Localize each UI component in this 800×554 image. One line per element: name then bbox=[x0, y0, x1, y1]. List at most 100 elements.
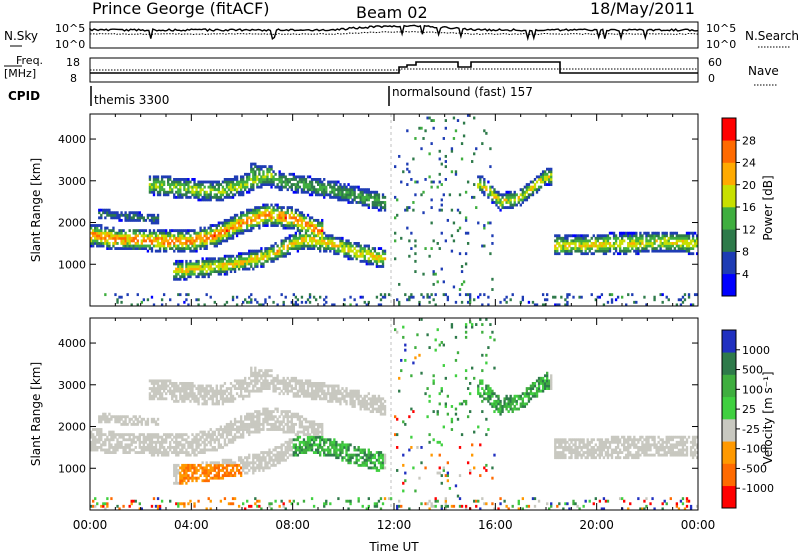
range-cell bbox=[227, 234, 231, 238]
range-cell bbox=[205, 257, 208, 261]
range-cell bbox=[333, 190, 336, 194]
range-cell bbox=[262, 469, 265, 472]
range-cell bbox=[118, 446, 121, 449]
range-cell bbox=[242, 466, 245, 470]
range-cell bbox=[572, 242, 575, 245]
range-cell bbox=[499, 203, 502, 207]
range-cell bbox=[215, 239, 218, 243]
range-cell bbox=[179, 293, 182, 297]
range-cell bbox=[150, 504, 154, 508]
range-cell bbox=[347, 257, 350, 261]
range-cell bbox=[156, 216, 160, 220]
range-cell bbox=[349, 188, 352, 192]
range-cell bbox=[158, 183, 162, 186]
range-cell bbox=[272, 379, 275, 383]
range-cell bbox=[689, 303, 693, 307]
range-cell bbox=[653, 236, 656, 240]
range-cell bbox=[203, 234, 206, 238]
range-cell bbox=[140, 422, 143, 426]
range-cell bbox=[108, 417, 111, 421]
range-cell bbox=[588, 239, 591, 243]
range-cell bbox=[319, 249, 322, 253]
range-cell bbox=[242, 461, 245, 465]
range-cell bbox=[286, 428, 289, 431]
range-cell bbox=[126, 242, 129, 245]
range-cell bbox=[310, 229, 314, 233]
range-cell bbox=[341, 239, 344, 243]
range-cell bbox=[258, 259, 261, 263]
range-cell bbox=[108, 430, 111, 434]
range-cell bbox=[343, 188, 346, 192]
range-cell bbox=[197, 231, 200, 235]
range-cell bbox=[294, 224, 298, 227]
range-cell bbox=[284, 412, 287, 416]
range-cell bbox=[637, 239, 640, 243]
range-cell bbox=[489, 221, 492, 225]
range-cell bbox=[207, 236, 210, 240]
range-cell bbox=[284, 379, 287, 383]
range-cell bbox=[162, 190, 166, 194]
range-cell bbox=[274, 254, 277, 258]
range-cell bbox=[132, 236, 135, 240]
range-cell bbox=[296, 382, 300, 385]
range-cell bbox=[562, 249, 565, 253]
range-cell bbox=[189, 399, 192, 403]
range-cell bbox=[282, 428, 285, 431]
range-cell bbox=[254, 224, 257, 227]
range-cell bbox=[242, 193, 245, 197]
range-cell bbox=[185, 190, 188, 194]
range-cell bbox=[144, 218, 148, 222]
range-cell bbox=[229, 440, 233, 444]
range-cell bbox=[239, 218, 243, 222]
range-cell bbox=[272, 458, 275, 462]
range-cell bbox=[278, 415, 281, 419]
range-cell bbox=[288, 448, 291, 452]
range-cell bbox=[432, 180, 435, 184]
range-cell bbox=[422, 211, 425, 215]
range-cell bbox=[229, 221, 233, 225]
range-cell bbox=[150, 188, 154, 192]
range-cell bbox=[481, 188, 484, 192]
range-cell bbox=[398, 154, 401, 158]
range-cell bbox=[219, 234, 223, 238]
range-cell bbox=[104, 231, 107, 235]
range-cell bbox=[215, 193, 218, 197]
range-cell bbox=[248, 229, 251, 233]
range-cell bbox=[446, 298, 450, 302]
range-cell bbox=[215, 463, 218, 467]
range-cell bbox=[312, 239, 316, 243]
range-cell bbox=[481, 142, 484, 146]
range-cell bbox=[284, 446, 287, 449]
range-cell bbox=[292, 415, 295, 419]
range-cell bbox=[248, 504, 251, 508]
range-cell bbox=[239, 231, 243, 235]
range-cell bbox=[211, 183, 214, 186]
range-cell bbox=[347, 252, 350, 256]
range-cell bbox=[205, 448, 208, 452]
range-cell bbox=[242, 213, 245, 217]
range-cell bbox=[254, 384, 257, 388]
nave-tick-top: 60 bbox=[708, 56, 722, 69]
range-cell bbox=[408, 206, 411, 210]
range-cell bbox=[219, 229, 223, 233]
range-cell bbox=[438, 208, 441, 212]
range-cell bbox=[254, 208, 257, 212]
range-cell bbox=[189, 180, 192, 184]
range-cell bbox=[219, 387, 223, 390]
range-cell bbox=[189, 440, 192, 444]
range-cell bbox=[302, 242, 306, 245]
range-cell bbox=[248, 456, 251, 460]
range-cell bbox=[205, 461, 208, 465]
range-cell bbox=[112, 433, 115, 437]
range-cell bbox=[274, 185, 277, 189]
range-cell bbox=[367, 188, 370, 192]
range-cell bbox=[280, 446, 283, 449]
range-cell bbox=[175, 471, 178, 475]
range-cell bbox=[627, 236, 630, 240]
range-cell bbox=[327, 242, 330, 245]
range-cell bbox=[96, 430, 99, 434]
range-cell bbox=[260, 247, 263, 250]
range-cell bbox=[276, 244, 279, 248]
range-cell bbox=[495, 198, 498, 202]
range-cell bbox=[104, 208, 107, 212]
